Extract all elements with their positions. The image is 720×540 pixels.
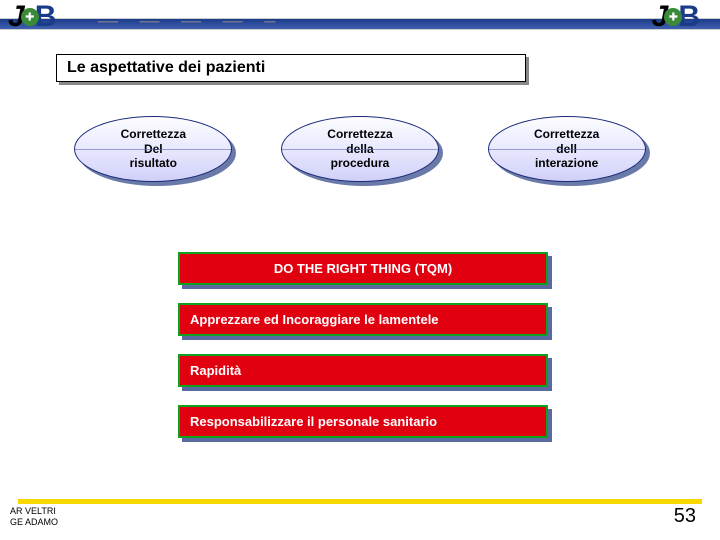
bar-body: Responsabilizzare il personale sanitario	[178, 405, 548, 438]
footer-divider	[18, 499, 702, 504]
footer-line: GE ADAMO	[10, 517, 58, 527]
ellipses-row: Correttezza Del risultato Correttezza de…	[0, 116, 720, 182]
logo-plus-icon	[21, 8, 39, 26]
ellipse-line: Correttezza	[121, 127, 186, 141]
bar-3: Rapidità	[178, 354, 548, 387]
ellipse-2: Correttezza della procedura	[281, 116, 439, 182]
footer-authors: AR VELTRI GE ADAMO	[10, 506, 58, 528]
bars-column: DO THE RIGHT THING (TQM) Apprezzare ed I…	[178, 252, 548, 456]
ellipse-line: Correttezza	[327, 127, 392, 141]
logo-right: JB	[652, 0, 700, 34]
ellipse-midline	[489, 149, 645, 150]
bar-4: Responsabilizzare il personale sanitario	[178, 405, 548, 438]
ellipse-line: risultato	[130, 156, 177, 170]
logo-left: JB	[8, 0, 56, 34]
ellipse-line: interazione	[535, 156, 598, 170]
ellipse-3: Correttezza dell interazione	[488, 116, 646, 182]
bar-2: Apprezzare ed Incoraggiare le lamentele	[178, 303, 548, 336]
slide-title: Le aspettative dei pazienti	[56, 54, 526, 82]
ellipse-line: Correttezza	[534, 127, 599, 141]
ellipse-body: Correttezza Del risultato	[74, 116, 232, 182]
bar-1: DO THE RIGHT THING (TQM)	[178, 252, 548, 285]
ellipse-body: Correttezza dell interazione	[488, 116, 646, 182]
ellipse-midline	[75, 149, 231, 150]
footer-line: AR VELTRI	[10, 506, 56, 516]
page-number: 53	[674, 505, 696, 528]
header-dashes: — — — — –	[98, 10, 283, 33]
bar-body: Apprezzare ed Incoraggiare le lamentele	[178, 303, 548, 336]
ellipse-midline	[282, 149, 438, 150]
bar-body: Rapidità	[178, 354, 548, 387]
ellipse-body: Correttezza della procedura	[281, 116, 439, 182]
bar-body: DO THE RIGHT THING (TQM)	[178, 252, 548, 285]
ellipse-1: Correttezza Del risultato	[74, 116, 232, 182]
ellipse-line: procedura	[331, 156, 390, 170]
